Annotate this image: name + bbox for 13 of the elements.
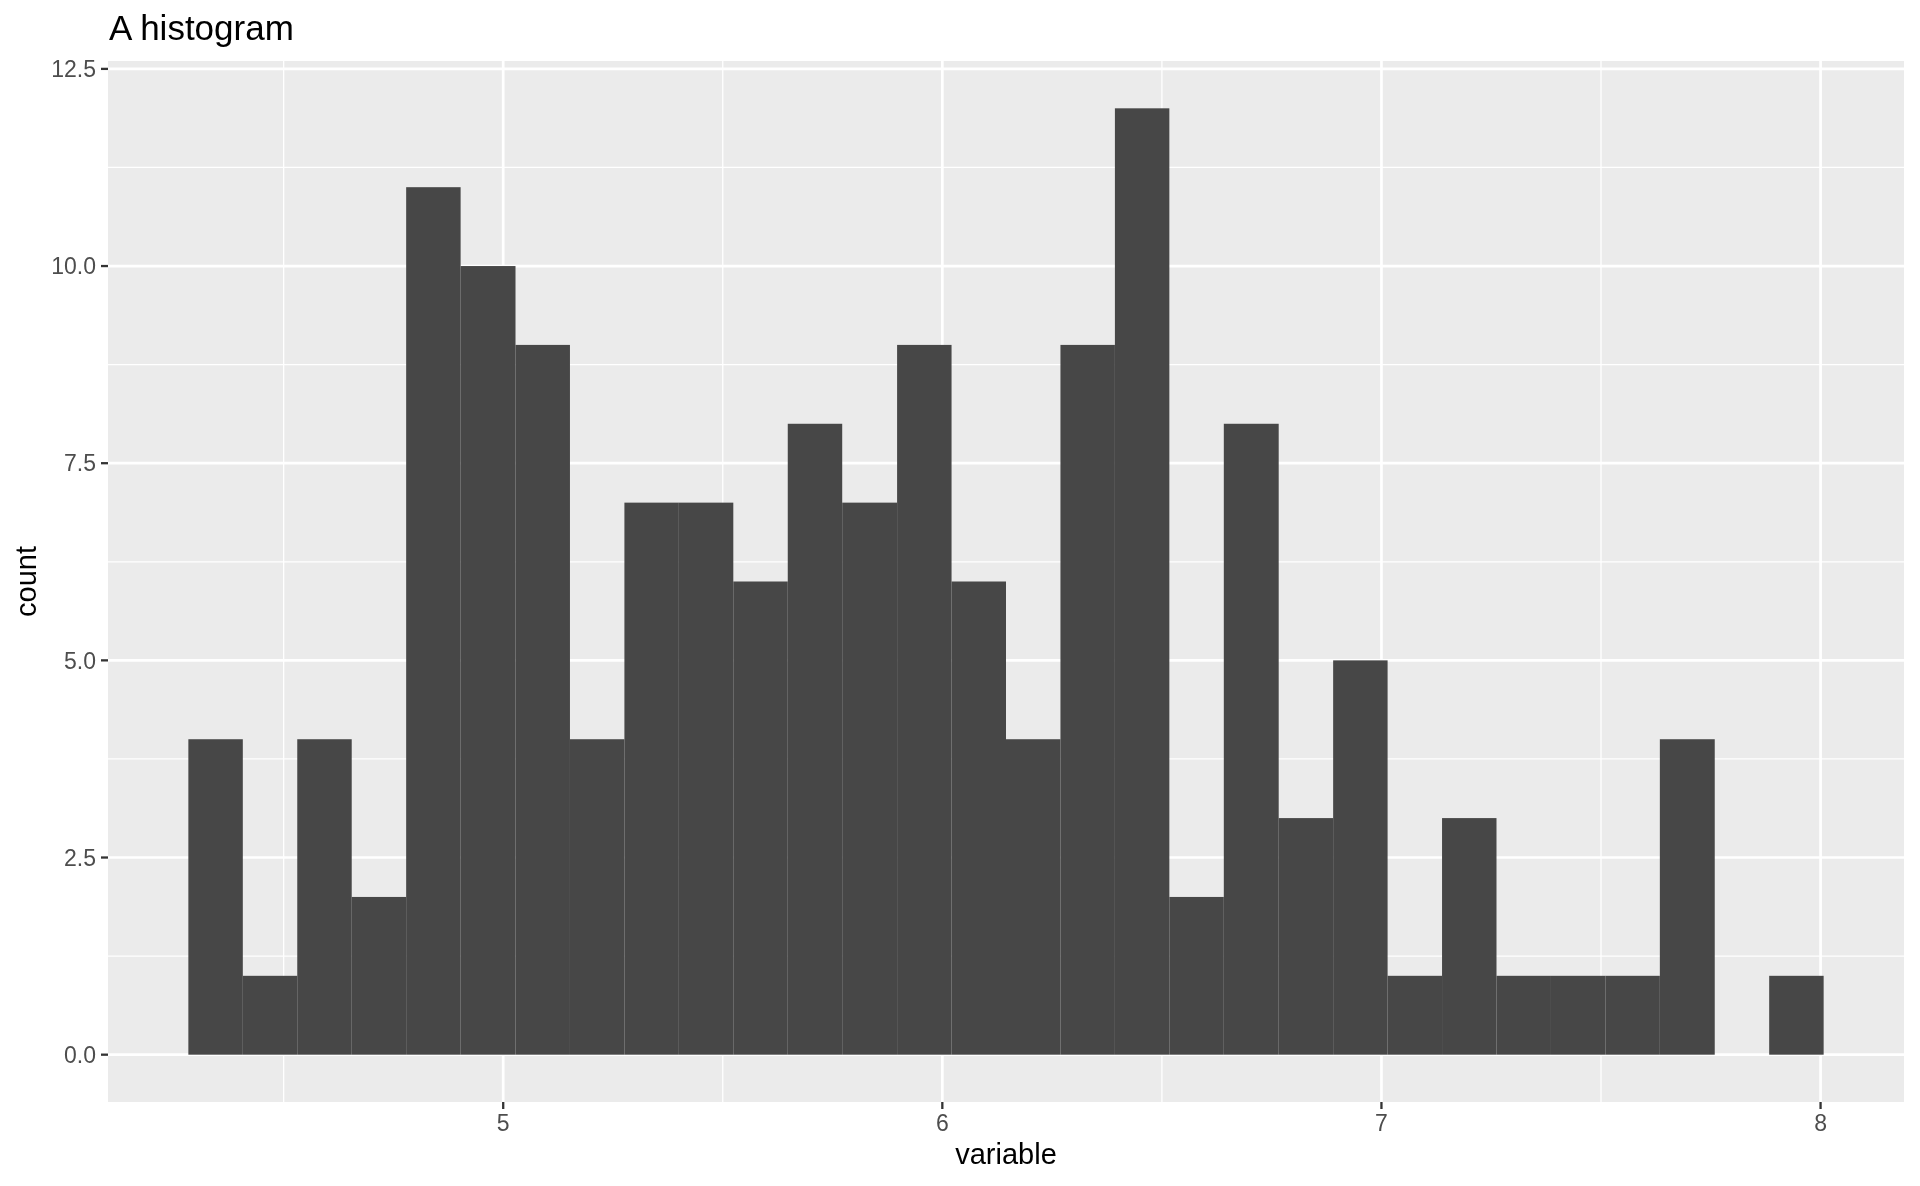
y-tick-label: 10.0 — [51, 253, 96, 280]
x-tick-label: 8 — [1814, 1110, 1827, 1137]
chart-title: A histogram — [109, 8, 294, 47]
y-tick-label: 5.0 — [64, 647, 96, 674]
y-axis-title: count — [10, 546, 42, 617]
y-tick-label: 0.0 — [64, 1041, 96, 1068]
y-tick-label: 7.5 — [64, 450, 96, 477]
y-tick-label: 12.5 — [51, 56, 96, 83]
y-tick-label: 2.5 — [64, 844, 96, 871]
x-tick-label: 7 — [1375, 1110, 1388, 1137]
x-tick-label: 5 — [496, 1110, 510, 1137]
x-axis-title: variable — [955, 1138, 1057, 1170]
x-tick-label: 6 — [935, 1110, 949, 1137]
